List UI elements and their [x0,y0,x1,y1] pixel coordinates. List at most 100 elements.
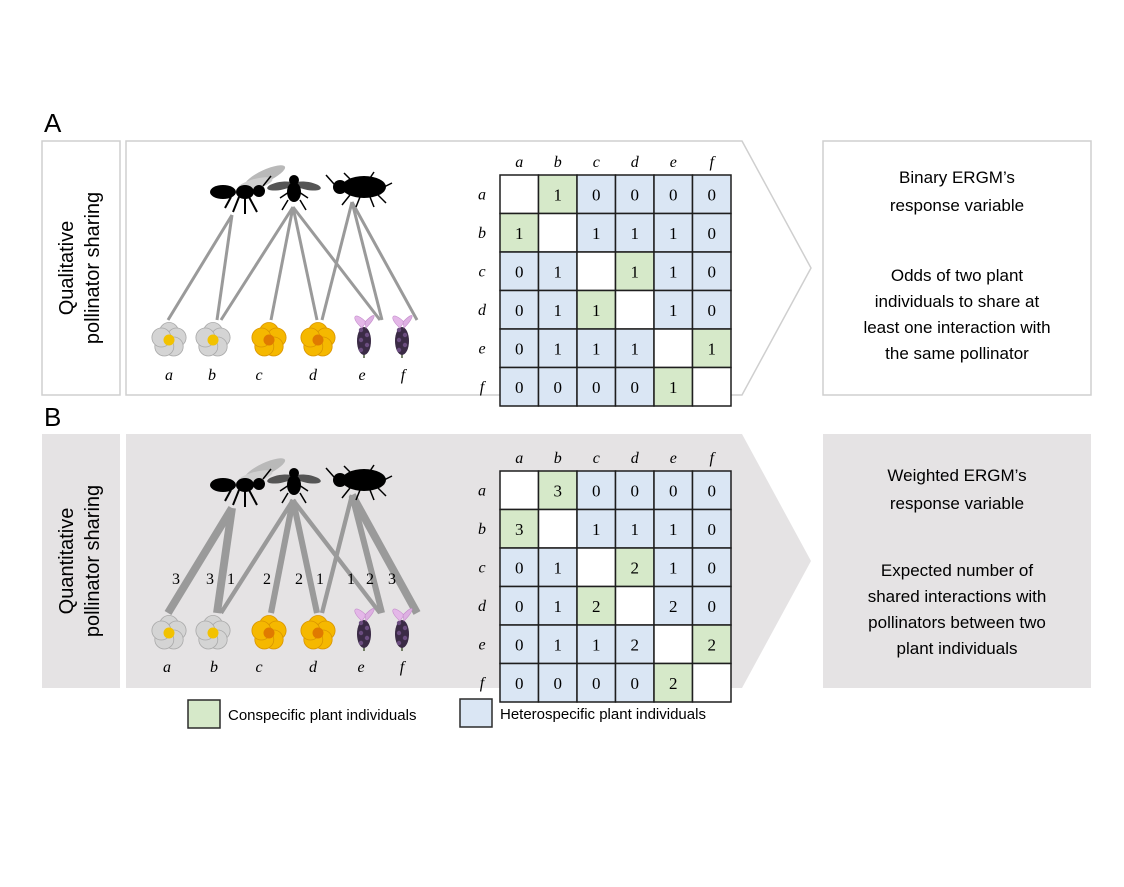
matrix-col-header: d [631,154,640,171]
panel-a-response-title-1: Binary ERGM’s [899,168,1015,187]
matrix-cell-value: 0 [592,674,601,693]
matrix-cell-value: 0 [669,481,678,500]
interaction-edge [219,498,295,615]
edge-weight: 3 [388,571,396,588]
matrix-cell-value: 2 [631,635,640,654]
panel-b-response-title-1: Weighted ERGM’s [887,466,1026,485]
panel-a-letter: A [44,108,62,138]
panel-b-response-desc-4: plant individuals [897,639,1018,658]
matrix-cell [691,328,732,369]
panel-b-response-box [823,434,1091,688]
matrix-cell-value: 1 [554,262,563,281]
matrix-cell-value: 0 [631,378,640,397]
interaction-edge [320,201,354,321]
panel-b-matrix: a b c d e f a b c d e f 3 0 0 0 0 3 1 1 1 0 0 1 2 1 0 0 1 2 2 0 0 1 1 2 2 0 0 0… [478,450,732,703]
matrix-cell [499,174,540,215]
matrix-cell [537,289,578,330]
interaction-edge [291,206,319,321]
interaction-edge [319,494,355,614]
panel-a-response-title-2: response variable [890,196,1024,215]
matrix-cell-value: 1 [669,262,678,281]
matrix-cell [576,585,617,626]
plant-label: d [309,367,318,384]
interaction-edge [350,201,384,321]
matrix-cell [499,624,540,665]
matrix-col-header: b [554,154,562,171]
matrix-cell-value: 0 [515,674,524,693]
matrix-cell-value: 0 [515,262,524,281]
matrix-cell-value: 1 [669,301,678,320]
matrix-cell-value: 0 [631,185,640,204]
matrix-cell [576,662,617,703]
matrix-cell [576,251,617,292]
matrix-col-header: a [515,154,523,171]
matrix-cell [499,585,540,626]
matrix-cell [576,174,617,215]
matrix-row-header: b [478,521,486,538]
matrix-cell-value: 0 [708,224,717,243]
matrix-cell-value: 1 [554,597,563,616]
interaction-edge [350,201,419,321]
matrix-cell-value: 2 [669,674,678,693]
edge-weight: 3 [172,571,180,588]
matrix-cell-value: 2 [708,635,717,654]
panel-b-edge-weights: 3 3 1 2 2 1 1 2 3 [172,571,396,588]
matrix-cell-value: 0 [554,378,563,397]
matrix-cell-value: 0 [708,481,717,500]
matrix-cell [499,366,540,407]
legend-heterospecific-label: Heterospecific plant individuals [500,706,706,723]
matrix-cell-value: 0 [708,520,717,539]
matrix-cell-value: 1 [554,635,563,654]
matrix-cell [691,624,732,665]
matrix-cell-value: 2 [592,597,601,616]
plant-label: d [309,659,318,676]
matrix-cell [691,174,732,215]
matrix-cell-value: 3 [515,520,524,539]
matrix-cell-value: 1 [554,301,563,320]
edge-weight: 1 [316,571,324,588]
matrix-col-header: e [670,154,677,171]
matrix-cell-value: 1 [592,301,601,320]
fly-icon [267,175,321,211]
panel-a-response-desc-4: the same pollinator [885,344,1029,363]
matrix-col-header: c [593,450,600,467]
panel-b-side-line1: Quantitative [56,508,78,615]
matrix-cell [691,508,732,549]
interaction-edge [166,214,234,321]
matrix-cell-value: 1 [631,520,640,539]
matrix-col-header: d [631,450,640,467]
white-flower-icon [195,322,231,357]
matrix-col-header: f [710,154,717,171]
matrix-col-header: f [710,450,717,467]
matrix-cell [614,174,655,215]
matrix-cell-value: 1 [669,558,678,577]
matrix-cell-value: 1 [631,224,640,243]
matrix-cell-value: 0 [592,378,601,397]
matrix-row-header: a [478,482,486,499]
matrix-cell-value: 0 [708,597,717,616]
plant-label: b [208,367,216,384]
edge-weight: 2 [366,571,374,588]
plant-label: f [400,659,407,676]
fly-icon [267,468,321,504]
panel-b-side-label: Quantitative pollinator sharing [56,485,104,637]
interaction-edge [213,507,236,614]
plant-label: c [255,659,262,676]
matrix-cell [614,624,655,665]
matrix-row-header: e [478,340,485,357]
matrix-cell-value: 0 [708,262,717,281]
wasp-icon [210,165,286,214]
matrix-cell [499,662,540,703]
white-flower-icon [195,615,231,650]
plant-label: f [401,367,408,384]
panel-a-network [151,165,419,358]
matrix-cell-value: 0 [708,301,717,320]
lavender-flower-icon [354,315,375,358]
matrix-cell [537,585,578,626]
panel-b-network [151,458,421,651]
matrix-cell-value: 0 [515,558,524,577]
matrix-cell-value: 1 [515,224,524,243]
matrix-cell [614,289,655,330]
matrix-cell-value: 0 [708,185,717,204]
